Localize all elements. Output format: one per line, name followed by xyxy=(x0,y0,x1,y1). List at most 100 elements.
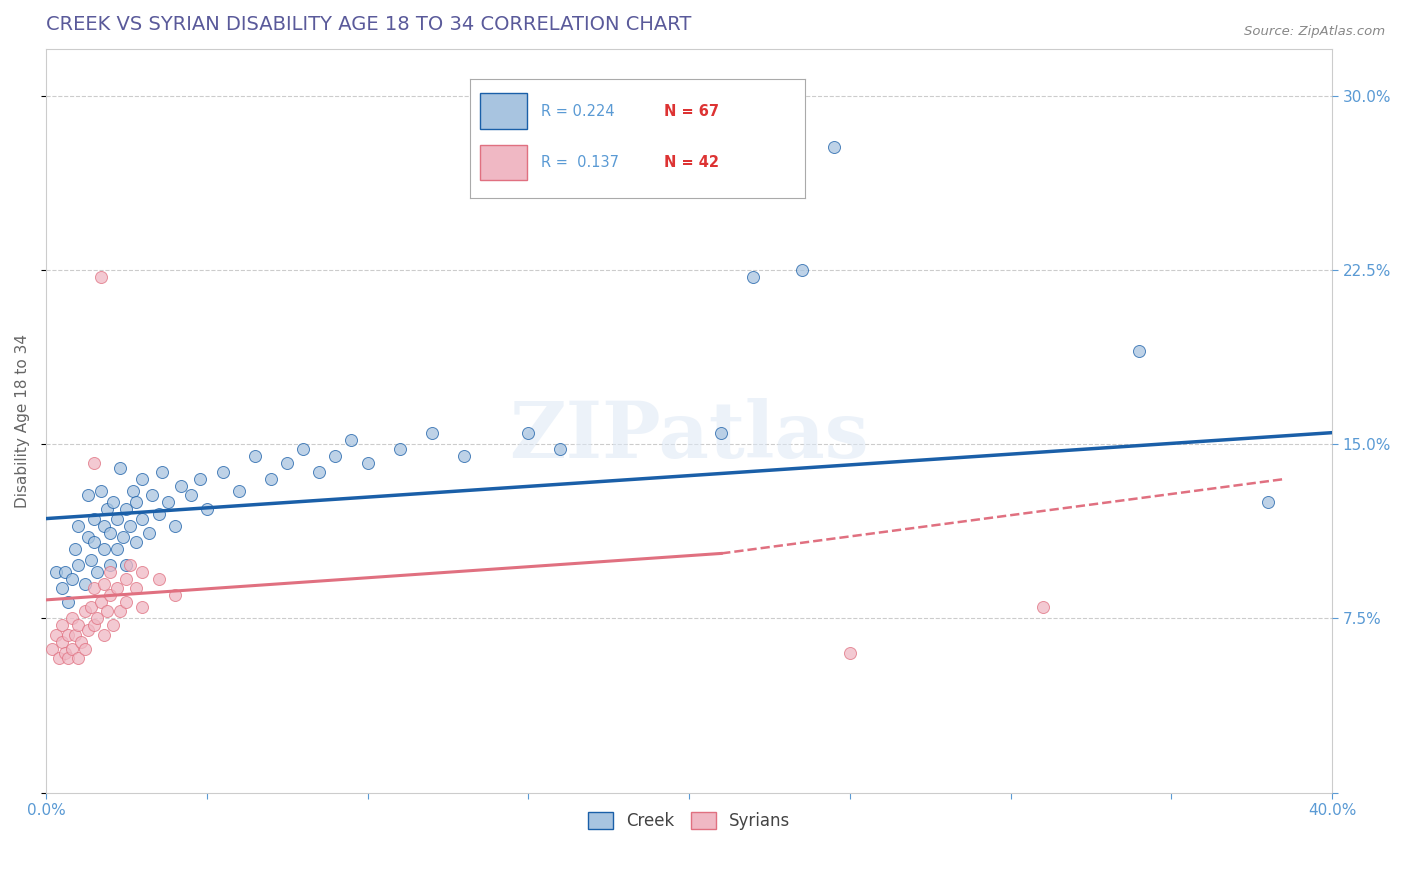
Point xyxy=(276,456,298,470)
Point xyxy=(228,483,250,498)
Point xyxy=(308,465,330,479)
Point xyxy=(148,507,170,521)
Point xyxy=(420,425,443,440)
Point xyxy=(73,605,96,619)
Point xyxy=(105,541,128,556)
Point xyxy=(98,558,121,572)
Point xyxy=(163,518,186,533)
Point xyxy=(108,460,131,475)
Point xyxy=(195,502,218,516)
Point xyxy=(93,518,115,533)
Point xyxy=(58,628,80,642)
Point xyxy=(83,581,105,595)
Point xyxy=(725,163,748,178)
Point xyxy=(157,495,180,509)
Point xyxy=(51,581,73,595)
Point xyxy=(90,483,112,498)
Point xyxy=(45,565,67,579)
Point xyxy=(73,641,96,656)
Y-axis label: Disability Age 18 to 34: Disability Age 18 to 34 xyxy=(15,334,30,508)
Point xyxy=(138,525,160,540)
Point xyxy=(340,433,363,447)
Point xyxy=(260,472,283,486)
Point xyxy=(83,456,105,470)
Point xyxy=(60,572,83,586)
Point xyxy=(58,595,80,609)
Point xyxy=(76,488,98,502)
Point xyxy=(325,449,347,463)
Point xyxy=(188,472,211,486)
Point xyxy=(453,449,475,463)
Point xyxy=(388,442,411,456)
Point xyxy=(83,618,105,632)
Point xyxy=(73,576,96,591)
Point xyxy=(742,270,765,285)
Point xyxy=(823,140,845,154)
Point xyxy=(103,618,125,632)
Point xyxy=(118,558,141,572)
Point xyxy=(51,618,73,632)
Point xyxy=(76,623,98,637)
Point xyxy=(125,534,148,549)
Point xyxy=(53,646,76,660)
Point xyxy=(98,525,121,540)
Text: Source: ZipAtlas.com: Source: ZipAtlas.com xyxy=(1244,25,1385,38)
Point xyxy=(131,511,153,525)
Point xyxy=(125,581,148,595)
Point xyxy=(63,628,86,642)
Point xyxy=(67,651,90,665)
Point xyxy=(67,558,90,572)
Point xyxy=(45,628,67,642)
Point xyxy=(170,479,193,493)
Point xyxy=(67,518,90,533)
Point xyxy=(93,628,115,642)
Point xyxy=(131,565,153,579)
Point xyxy=(60,611,83,625)
Point xyxy=(105,511,128,525)
Point xyxy=(115,558,138,572)
Point xyxy=(211,465,233,479)
Point xyxy=(115,502,138,516)
Point xyxy=(180,488,202,502)
Point xyxy=(710,425,733,440)
Point xyxy=(115,595,138,609)
Point xyxy=(83,511,105,525)
Point xyxy=(790,263,813,277)
Point xyxy=(141,488,163,502)
Point xyxy=(150,465,173,479)
Point xyxy=(80,553,103,567)
Point xyxy=(112,530,135,544)
Point xyxy=(80,599,103,614)
Point xyxy=(1032,599,1054,614)
Point xyxy=(63,541,86,556)
Point xyxy=(108,605,131,619)
Point xyxy=(90,595,112,609)
Point xyxy=(93,576,115,591)
Point xyxy=(67,618,90,632)
Point xyxy=(163,588,186,602)
Point xyxy=(51,634,73,648)
Point xyxy=(121,483,143,498)
Text: ZIPatlas: ZIPatlas xyxy=(509,398,869,474)
Point xyxy=(86,611,108,625)
Point xyxy=(48,651,70,665)
Point xyxy=(356,456,378,470)
Point xyxy=(243,449,266,463)
Point xyxy=(76,530,98,544)
Point xyxy=(105,581,128,595)
Point xyxy=(86,565,108,579)
Text: CREEK VS SYRIAN DISABILITY AGE 18 TO 34 CORRELATION CHART: CREEK VS SYRIAN DISABILITY AGE 18 TO 34 … xyxy=(46,15,692,34)
Point xyxy=(118,518,141,533)
Point xyxy=(125,495,148,509)
Point xyxy=(115,572,138,586)
Point xyxy=(550,442,572,456)
Point xyxy=(58,651,80,665)
Point xyxy=(41,641,63,656)
Point xyxy=(98,588,121,602)
Point xyxy=(1128,344,1150,359)
Point xyxy=(53,565,76,579)
Point xyxy=(96,502,118,516)
Point xyxy=(292,442,315,456)
Point xyxy=(70,634,93,648)
Legend: Creek, Syrians: Creek, Syrians xyxy=(581,805,797,837)
